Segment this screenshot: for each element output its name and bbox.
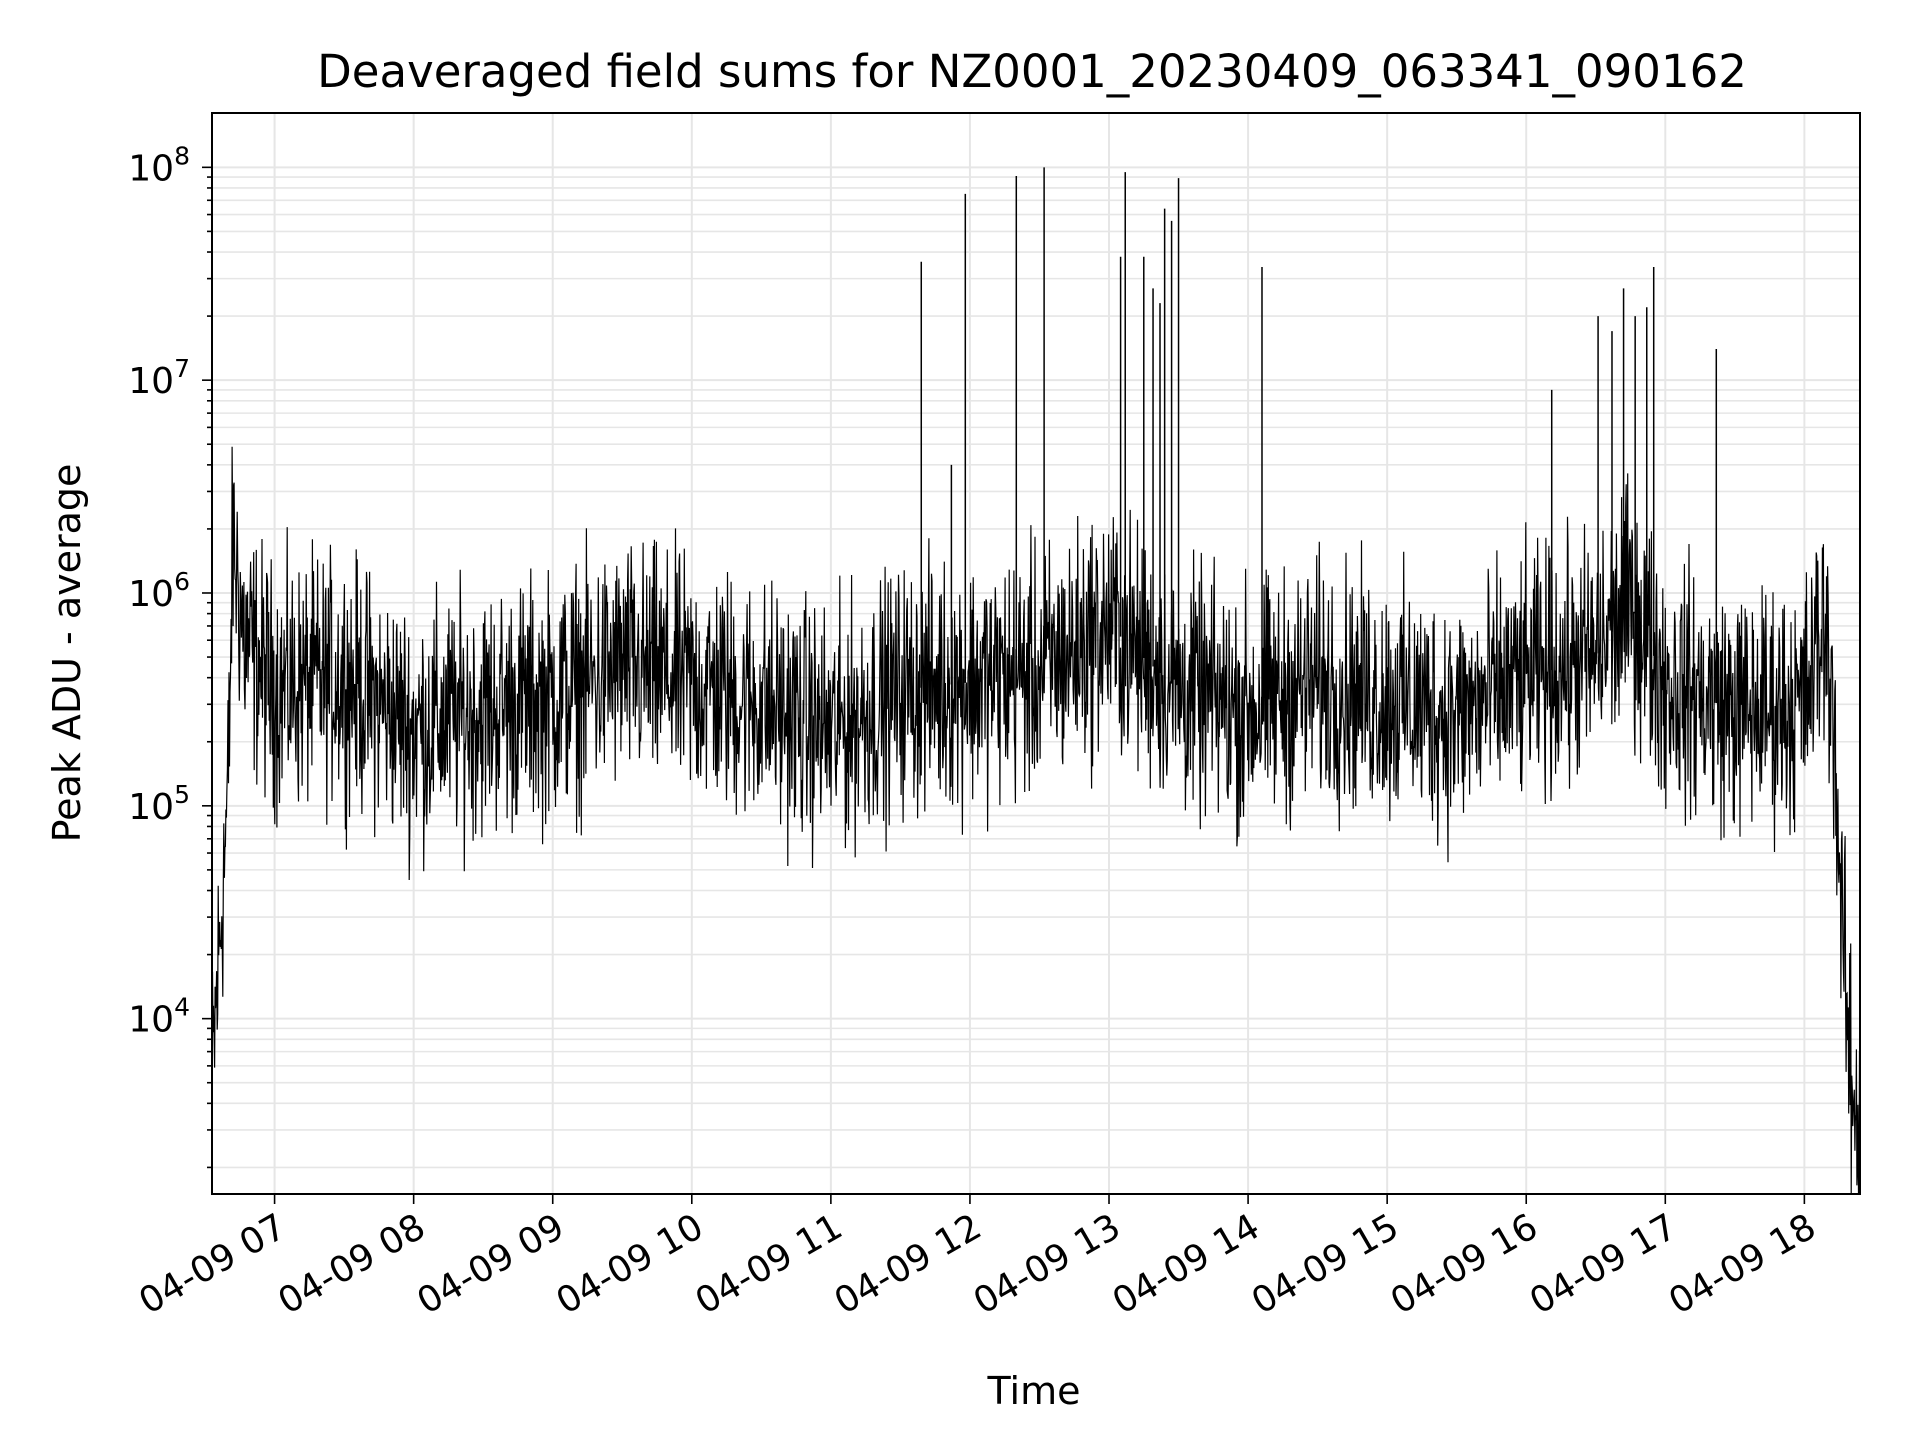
y-axis-label: Peak ADU - average — [45, 464, 89, 843]
y-tick-label: 106 — [128, 567, 190, 615]
y-tick-label: 107 — [128, 354, 190, 402]
grid — [212, 113, 1860, 1194]
series-layer — [212, 167, 1860, 1194]
y-tick-label: 104 — [128, 993, 190, 1041]
x-axis-label: Time — [987, 1369, 1081, 1413]
y-tick-label: 108 — [128, 141, 190, 189]
series-line — [212, 446, 1860, 1194]
chart-title: Deaveraged field sums for NZ0001_2023040… — [317, 45, 1747, 98]
plot-frame — [211, 112, 1861, 1195]
y-tick-label: 105 — [128, 780, 190, 828]
